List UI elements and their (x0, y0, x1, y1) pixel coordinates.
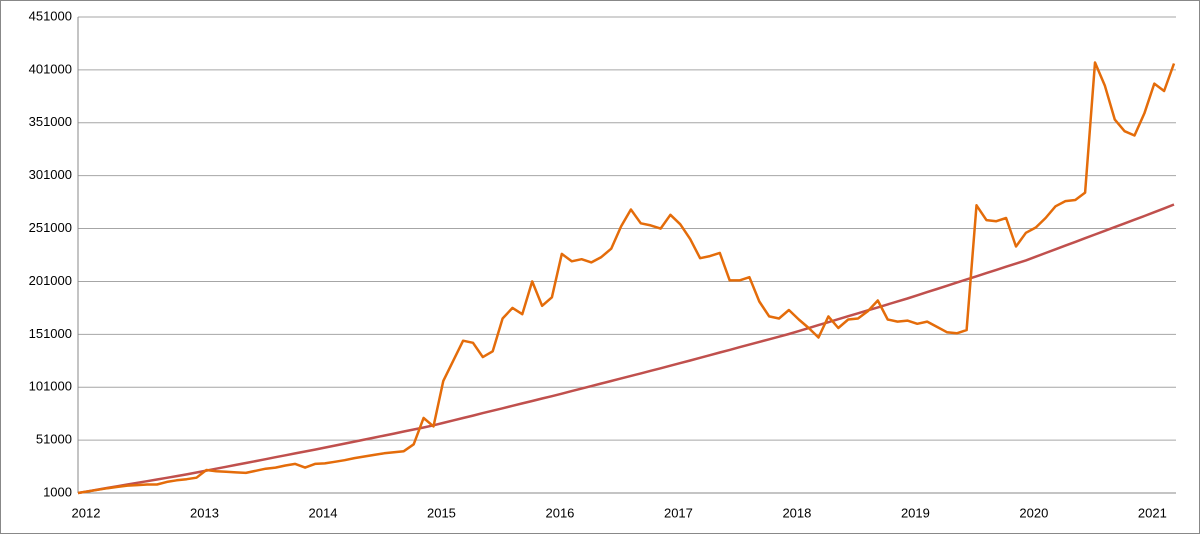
x-tick-label: 2014 (309, 505, 338, 520)
series-line (77, 203, 1175, 495)
y-tick-label: 51000 (36, 432, 72, 447)
y-tick-label: 351000 (29, 114, 72, 129)
x-tick-label: 2013 (190, 505, 219, 520)
series-line (77, 61, 1176, 495)
x-tick-label: 2019 (901, 505, 930, 520)
x-tick-label: 2020 (1019, 505, 1048, 520)
y-tick-label: 301000 (29, 167, 72, 182)
x-tick-label: 2021 (1138, 505, 1167, 520)
y-tick-label: 251000 (29, 220, 72, 235)
y-tick-label: 151000 (29, 326, 72, 341)
x-tick-label: 2016 (545, 505, 574, 520)
y-tick-label: 401000 (29, 61, 72, 76)
x-tick-label: 2012 (72, 505, 101, 520)
y-tick-label: 201000 (29, 273, 72, 288)
x-tick-label: 2015 (427, 505, 456, 520)
x-tick-label: 2017 (664, 505, 693, 520)
y-tick-label: 1000 (43, 484, 72, 499)
y-tick-label: 101000 (29, 379, 72, 394)
y-tick-label: 451000 (29, 8, 72, 23)
x-tick-label: 2018 (782, 505, 811, 520)
